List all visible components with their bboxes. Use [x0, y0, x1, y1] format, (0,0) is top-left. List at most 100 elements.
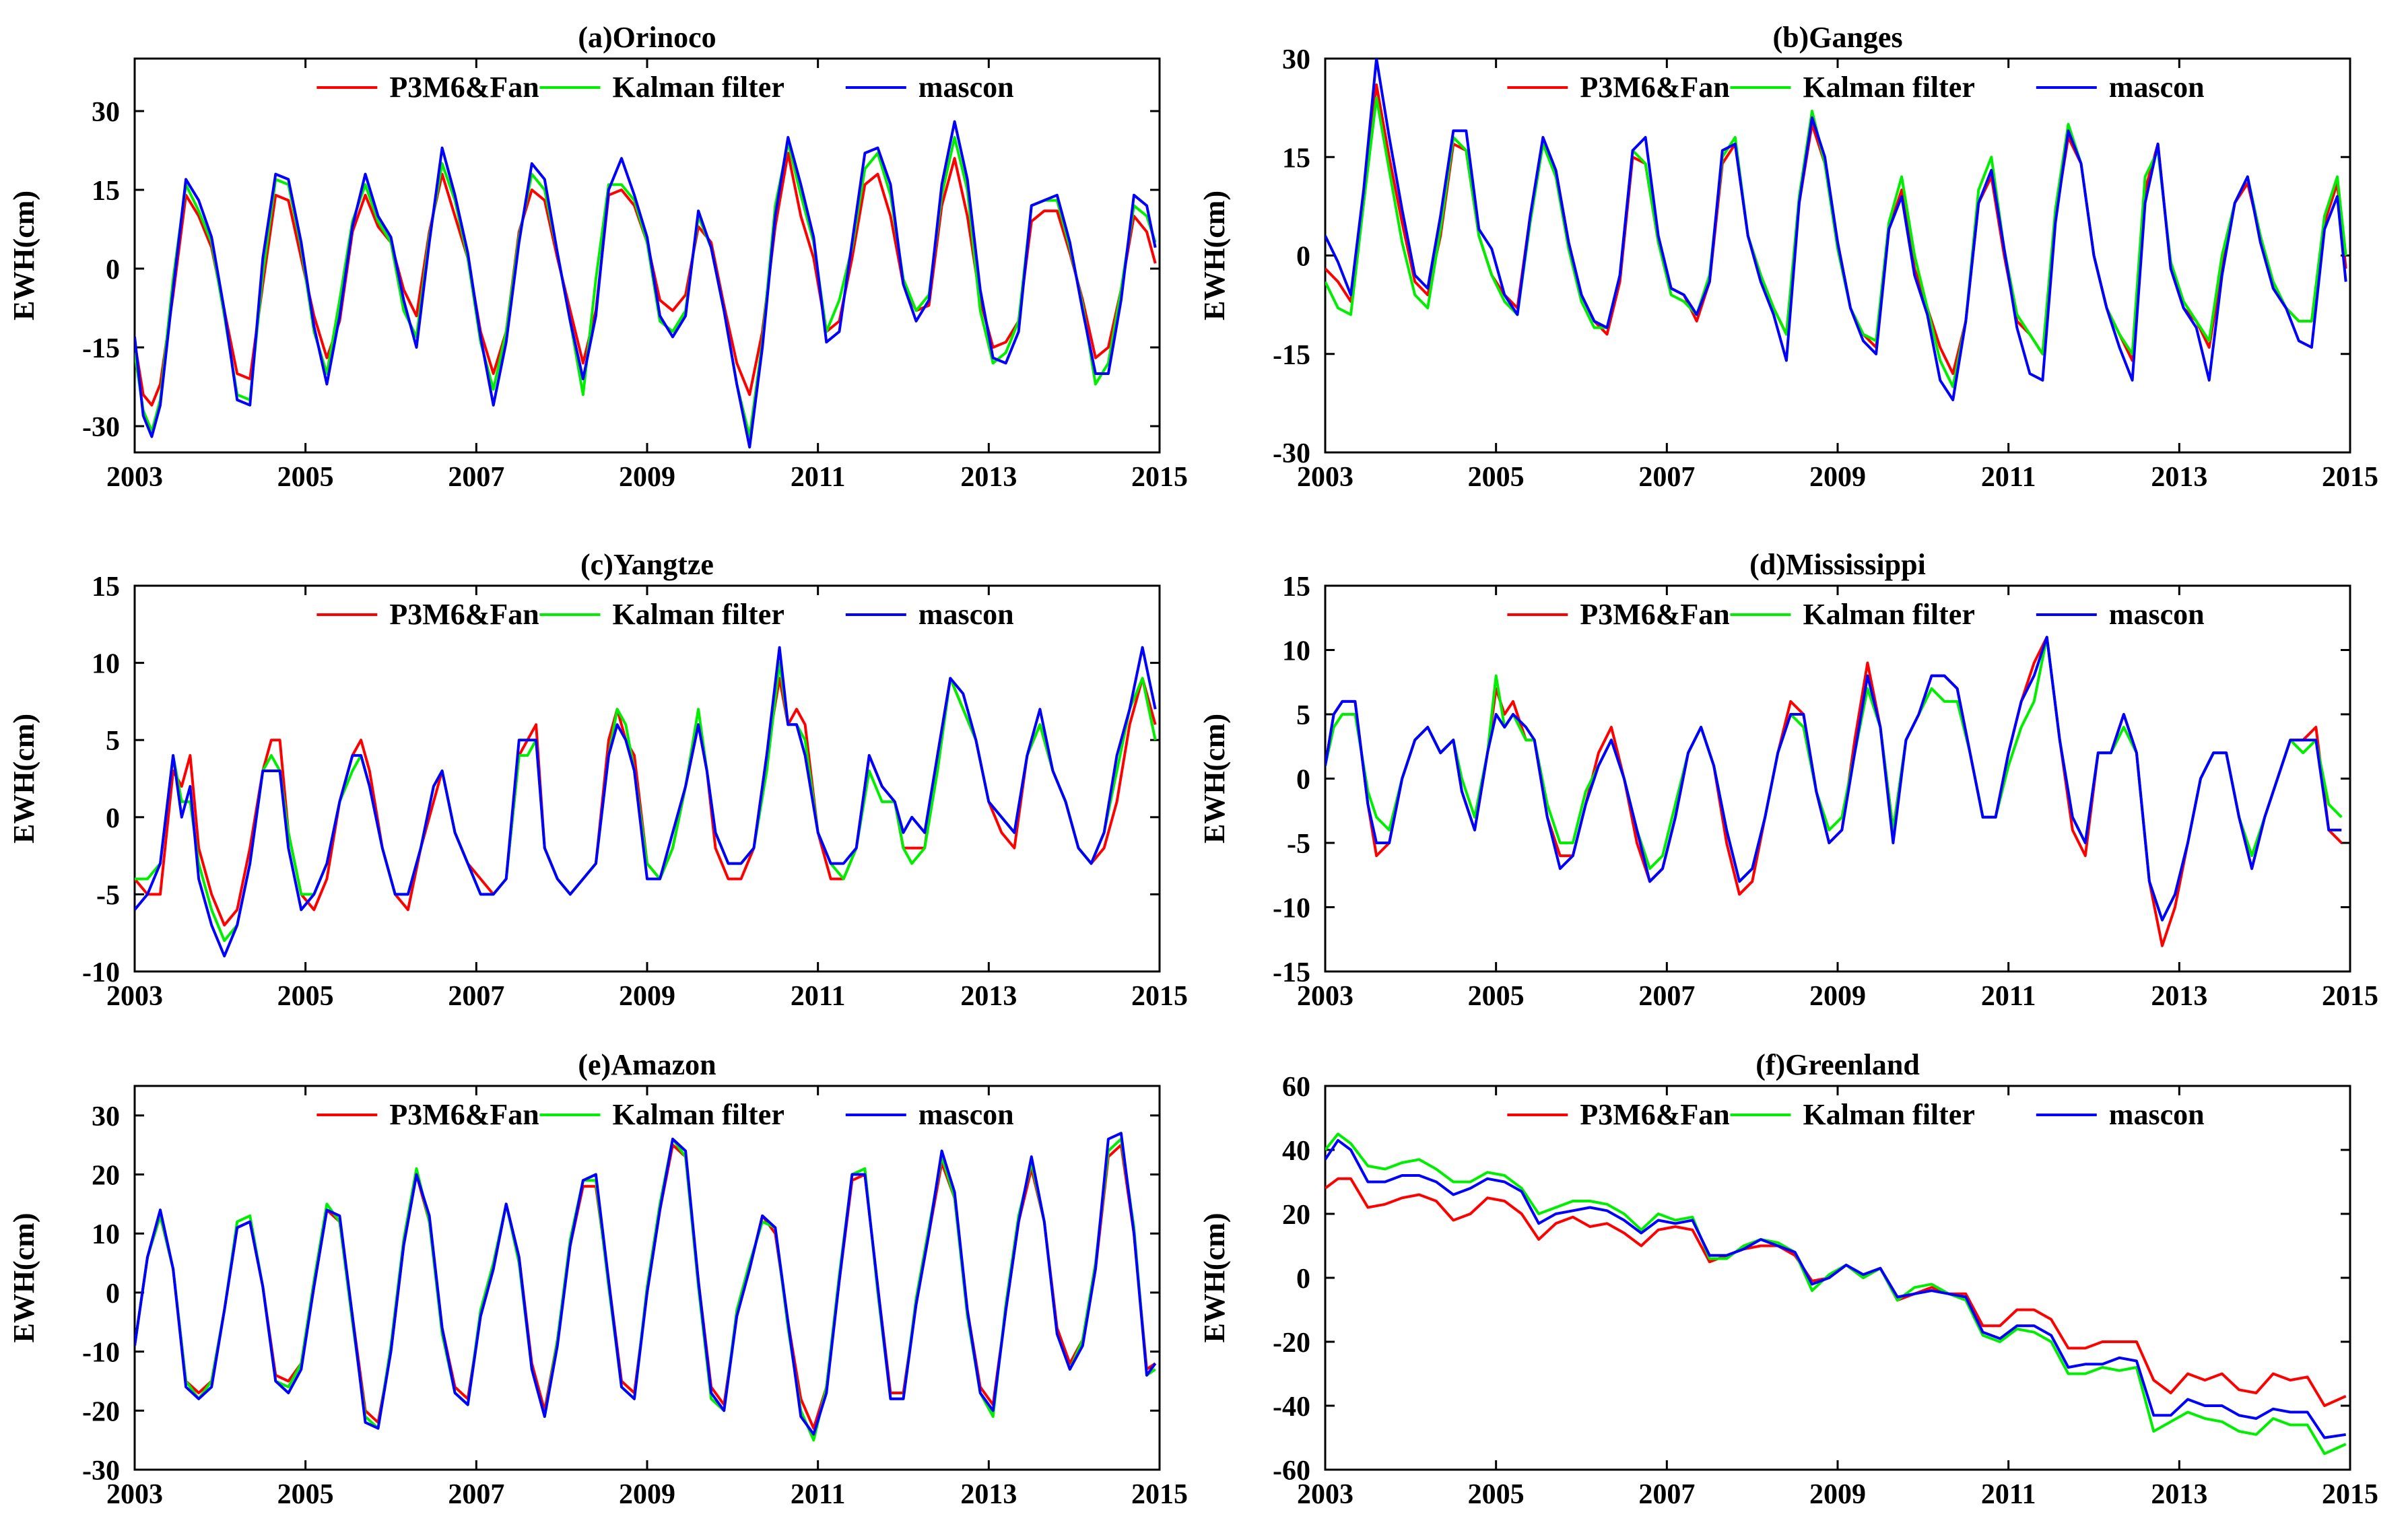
y-tick-label: -5 [1287, 829, 1310, 860]
series-line [135, 646, 1157, 958]
y-tick-label: -10 [82, 1338, 120, 1369]
x-tick-label: 2013 [2151, 981, 2207, 1012]
y-tick-label: -10 [82, 957, 120, 988]
chart-title: (f)Greenland [1755, 1048, 1920, 1081]
chart-panel: (c)Yangtze EWH(cm) 2003 2005 2007 2009 2011 201… [7, 548, 1188, 1012]
y-tick-label: -15 [1273, 340, 1310, 371]
legend-label: P3M6&Fan [389, 71, 539, 104]
x-tick-label: 2011 [1981, 1479, 2036, 1510]
legend-label: P3M6&Fan [389, 598, 539, 631]
chart-panel: (d)Mississippi EWH(cm) 2003 2005 2007 2009 201… [1198, 548, 2378, 1012]
x-tick-label: 2003 [1297, 1479, 1353, 1510]
x-tick-label: 2005 [277, 1479, 334, 1510]
y-tick-label: 0 [1296, 242, 1310, 273]
series-line [135, 1132, 1157, 1436]
y-tick-label: -30 [82, 1456, 120, 1487]
y-tick-label: 60 [1282, 1072, 1310, 1103]
x-tick-label: 2003 [106, 981, 163, 1012]
chart-title: (c)Yangtze [580, 548, 714, 581]
x-tick-label: 2013 [2151, 1479, 2207, 1510]
x-tick-label: 2003 [1297, 462, 1353, 493]
x-tick-label: 2015 [1131, 1479, 1188, 1510]
legend-label: P3M6&Fan [1580, 71, 1729, 104]
legend-label: mascon [918, 598, 1014, 631]
chart-panel: (a)Orinoco EWH(cm) 2003 2005 2007 2009 2011 201… [7, 21, 1188, 493]
x-tick-label: 2011 [1981, 462, 2036, 493]
x-tick-label: 2011 [791, 462, 846, 493]
y-tick-label: 40 [1282, 1136, 1310, 1167]
x-tick-label: 2013 [960, 981, 1017, 1012]
x-tick-label: 2005 [1468, 1479, 1525, 1510]
chart-panel: (b)Ganges EWH(cm) 2003 2005 2007 2009 2011 2013… [1198, 21, 2378, 493]
x-tick-label: 2003 [106, 462, 163, 493]
series-line [1325, 1138, 2346, 1439]
chart-title: (e)Amazon [578, 1048, 716, 1081]
y-axis-label: EWH(cm) [1198, 191, 1231, 320]
legend-label: Kalman filter [1803, 1098, 1974, 1131]
y-tick-label: -20 [1273, 1328, 1310, 1359]
y-tick-label: 15 [92, 176, 120, 207]
x-tick-label: 2009 [619, 981, 675, 1012]
x-tick-label: 2007 [1638, 1479, 1695, 1510]
x-tick-label: 2011 [791, 1479, 846, 1510]
legend-label: mascon [2109, 71, 2205, 104]
y-tick-label: -10 [1273, 893, 1310, 924]
y-tick-label: 0 [1296, 765, 1310, 796]
x-tick-label: 2015 [2322, 462, 2378, 493]
plot-frame [133, 57, 1161, 454]
y-axis-label: EWH(cm) [7, 191, 40, 320]
y-axis-label: EWH(cm) [1198, 714, 1231, 844]
chart-panel: (f)Greenland EWH(cm) 2003 2005 2007 2009 2011 2… [1198, 1048, 2378, 1510]
y-tick-label: 0 [106, 803, 120, 834]
y-tick-label: -30 [1273, 438, 1310, 469]
series-line [135, 661, 1157, 943]
legend-label: P3M6&Fan [1580, 1098, 1729, 1131]
plot-frame [1324, 1085, 2351, 1471]
plot-frame [1324, 57, 2351, 454]
y-axis-label: EWH(cm) [1198, 1212, 1231, 1342]
y-tick-label: -30 [82, 412, 120, 443]
y-axis-label: EWH(cm) [7, 714, 40, 844]
x-tick-label: 2007 [448, 1479, 504, 1510]
x-tick-label: 2015 [1131, 462, 1188, 493]
x-tick-label: 2015 [2322, 981, 2378, 1012]
series-line [1325, 636, 2342, 922]
y-tick-label: -60 [1273, 1456, 1310, 1487]
y-tick-label: 10 [92, 649, 120, 680]
legend-label: P3M6&Fan [1580, 598, 1729, 631]
x-tick-label: 2013 [2151, 462, 2207, 493]
series-line [1325, 1132, 2347, 1456]
y-tick-label: -40 [1273, 1392, 1310, 1423]
x-tick-label: 2003 [106, 1479, 163, 1510]
y-axis-label: EWH(cm) [7, 1212, 40, 1342]
x-tick-label: 2009 [1809, 981, 1866, 1012]
y-tick-label: 20 [1282, 1200, 1310, 1231]
x-tick-label: 2005 [277, 981, 334, 1012]
x-tick-label: 2013 [960, 1479, 1017, 1510]
x-tick-label: 2013 [960, 462, 1017, 493]
series-line [135, 120, 1157, 449]
y-tick-label: 0 [106, 1278, 120, 1309]
x-tick-label: 2011 [1981, 981, 2036, 1012]
y-tick-label: -20 [82, 1396, 120, 1427]
y-tick-label: 15 [92, 572, 120, 603]
plot-frame [1324, 584, 2351, 973]
legend-label: mascon [918, 1098, 1014, 1131]
x-tick-label: 2007 [1638, 462, 1695, 493]
legend-label: Kalman filter [612, 1098, 784, 1131]
x-tick-label: 2007 [448, 981, 504, 1012]
x-tick-label: 2011 [791, 981, 846, 1012]
chart-title: (d)Mississippi [1749, 548, 1926, 581]
x-tick-label: 2007 [448, 462, 504, 493]
y-tick-label: 5 [106, 726, 120, 757]
legend-label: P3M6&Fan [389, 1098, 539, 1131]
legend-label: Kalman filter [1803, 598, 1974, 631]
x-tick-label: 2015 [1131, 981, 1188, 1012]
y-tick-label: 0 [106, 254, 120, 285]
y-tick-label: -15 [82, 333, 120, 364]
x-tick-label: 2009 [619, 462, 675, 493]
legend-label: mascon [2109, 1098, 2205, 1131]
chart-title: (b)Ganges [1772, 21, 1902, 54]
x-tick-label: 2009 [1809, 1479, 1866, 1510]
y-tick-label: 30 [1282, 44, 1310, 75]
